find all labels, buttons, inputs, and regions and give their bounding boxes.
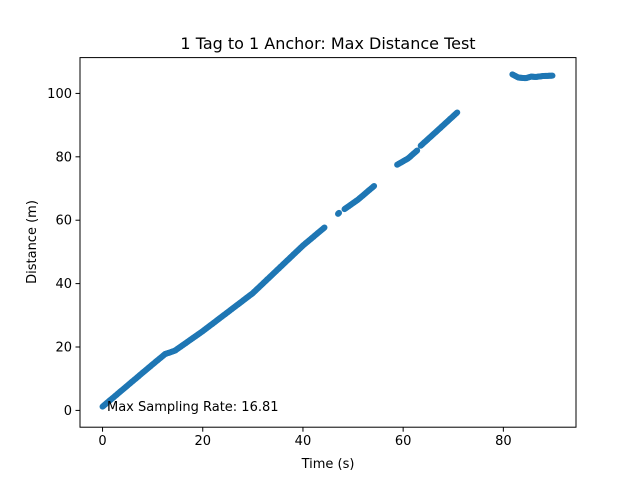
data-point [549,72,556,79]
plot-frame [79,57,577,428]
y-tick-label: 40 [55,277,72,292]
data-points [99,71,556,410]
data-point [321,224,328,231]
y-tick-label: 80 [55,150,72,165]
y-tick-label: 20 [55,341,72,356]
x-axis-label: Time (s) [301,457,355,472]
data-point [454,109,461,116]
sampling-rate-annotation: Max Sampling Rate: 16.81 [107,400,279,415]
data-point [371,182,378,189]
y-axis-label: Distance (m) [25,200,40,284]
y-tick-label: 60 [55,214,72,229]
x-tick-label: 60 [395,434,412,449]
data-point [414,147,421,154]
x-tick-label: 20 [194,434,211,449]
axis-ticks: 0 20 40 60 80 0 20 40 60 80 100 [47,87,511,449]
chart-title: 1 Tag to 1 Anchor: Max Distance Test [180,34,475,53]
y-tick-label: 0 [64,404,72,419]
y-tick-label: 100 [47,87,72,102]
x-tick-label: 0 [98,434,106,449]
x-tick-label: 40 [295,434,312,449]
x-tick-label: 80 [495,434,512,449]
data-point [336,209,343,216]
